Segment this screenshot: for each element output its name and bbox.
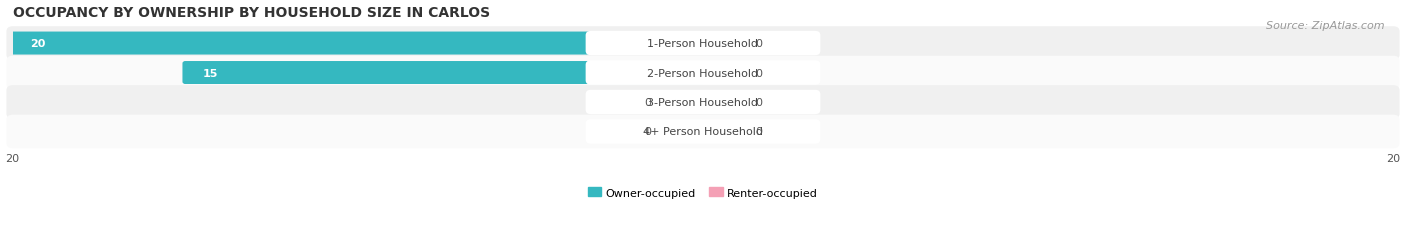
FancyBboxPatch shape: [700, 120, 747, 143]
FancyBboxPatch shape: [700, 32, 747, 55]
FancyBboxPatch shape: [659, 91, 706, 114]
Text: 0: 0: [755, 127, 762, 137]
Text: 15: 15: [202, 68, 218, 78]
FancyBboxPatch shape: [586, 120, 820, 144]
Text: 0: 0: [755, 97, 762, 107]
FancyBboxPatch shape: [10, 32, 706, 55]
Text: 4+ Person Household: 4+ Person Household: [643, 127, 763, 137]
Text: OCCUPANCY BY OWNERSHIP BY HOUSEHOLD SIZE IN CARLOS: OCCUPANCY BY OWNERSHIP BY HOUSEHOLD SIZE…: [13, 6, 489, 19]
FancyBboxPatch shape: [586, 61, 820, 85]
FancyBboxPatch shape: [7, 86, 1399, 119]
FancyBboxPatch shape: [586, 90, 820, 115]
FancyBboxPatch shape: [7, 27, 1399, 61]
Text: 1-Person Household: 1-Person Household: [648, 39, 758, 49]
Text: 0: 0: [755, 39, 762, 49]
Text: 2-Person Household: 2-Person Household: [647, 68, 759, 78]
FancyBboxPatch shape: [7, 56, 1399, 90]
Text: 20: 20: [30, 39, 45, 49]
FancyBboxPatch shape: [700, 91, 747, 114]
FancyBboxPatch shape: [700, 62, 747, 85]
Text: Source: ZipAtlas.com: Source: ZipAtlas.com: [1267, 21, 1385, 31]
FancyBboxPatch shape: [7, 115, 1399, 149]
Legend: Owner-occupied, Renter-occupied: Owner-occupied, Renter-occupied: [583, 183, 823, 202]
FancyBboxPatch shape: [659, 120, 706, 143]
Text: 0: 0: [644, 97, 651, 107]
FancyBboxPatch shape: [586, 32, 820, 56]
Text: 0: 0: [644, 127, 651, 137]
Text: 3-Person Household: 3-Person Household: [648, 97, 758, 107]
FancyBboxPatch shape: [183, 62, 706, 85]
Text: 0: 0: [755, 68, 762, 78]
